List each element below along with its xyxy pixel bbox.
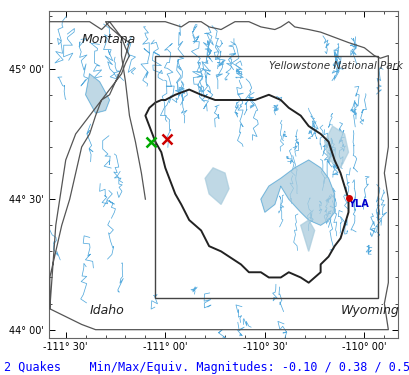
Bar	[155, 56, 378, 298]
Polygon shape	[260, 160, 334, 225]
Text: YLA: YLA	[348, 199, 369, 209]
Polygon shape	[324, 126, 348, 168]
Polygon shape	[300, 220, 314, 251]
Text: Montana: Montana	[81, 33, 135, 46]
Polygon shape	[85, 74, 109, 113]
Text: 2 Quakes    Min/Max/Equiv. Magnitudes: -0.10 / 0.38 / 0.504: 2 Quakes Min/Max/Equiv. Magnitudes: -0.1…	[4, 361, 409, 374]
Polygon shape	[204, 168, 229, 204]
Text: Yellowstone National Park: Yellowstone National Park	[268, 61, 402, 70]
Text: Wyoming: Wyoming	[340, 304, 398, 317]
Text: Idaho: Idaho	[90, 304, 124, 317]
